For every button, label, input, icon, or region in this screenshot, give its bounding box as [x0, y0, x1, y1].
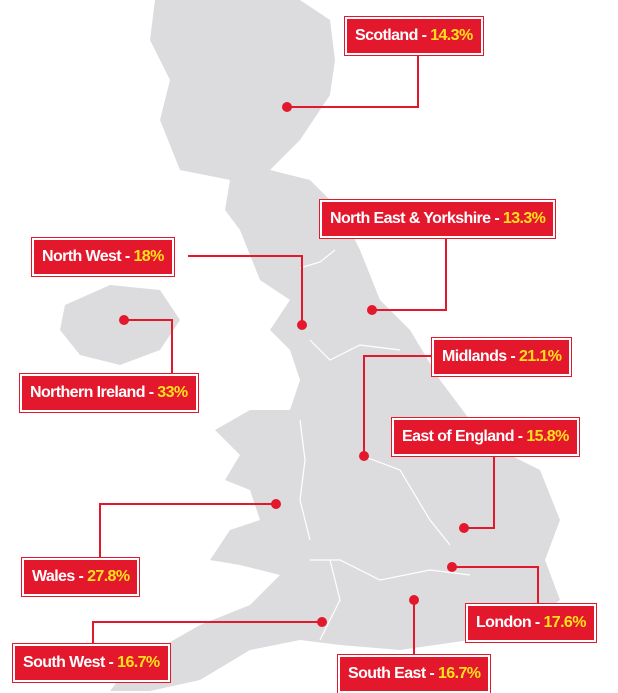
region-label: Midlands - 21.1% — [432, 338, 572, 376]
region-value: 13.3% — [502, 210, 546, 227]
region-label: Wales - 27.8% — [22, 558, 140, 596]
region-value: 27.8% — [87, 568, 130, 585]
region-label: Northern Ireland - 33% — [20, 374, 198, 412]
region-label: North East & Yorkshire - 13.3% — [320, 200, 556, 238]
region-name: North West - — [42, 248, 130, 265]
region-name: Wales - — [32, 568, 84, 585]
leader-lines — [92, 55, 539, 657]
region-name: North East & Yorkshire - — [330, 210, 500, 227]
region-name: South West - — [23, 654, 114, 671]
region-dot — [367, 305, 377, 315]
region-label: East of England - 15.8% — [392, 418, 579, 456]
region-dot — [317, 617, 327, 627]
region-name: East of England - — [402, 428, 523, 445]
region-dot — [447, 562, 457, 572]
great-britain — [110, 0, 560, 691]
region-value: 21.1% — [518, 348, 562, 365]
region-dot — [409, 595, 419, 605]
region-value: 18% — [133, 248, 164, 265]
region-label: South East - 16.7% — [338, 655, 491, 693]
leader-line — [124, 319, 173, 374]
leader-line — [464, 457, 495, 529]
region-name: Northern Ireland - — [30, 384, 154, 401]
leader-line — [372, 238, 447, 311]
northern-ireland — [60, 285, 180, 365]
region-label: Scotland - 14.3% — [345, 17, 483, 55]
region-name: South East - — [348, 665, 435, 682]
leader-line — [92, 621, 322, 644]
region-name: London - — [476, 614, 540, 631]
region-dot — [119, 315, 129, 325]
region-value: 16.7% — [117, 654, 160, 671]
leader-line — [287, 55, 419, 108]
region-dot — [459, 523, 469, 533]
leader-line — [99, 503, 276, 558]
region-dot — [282, 102, 292, 112]
region-label: London - 17.6% — [466, 604, 596, 642]
region-label: South West - 16.7% — [13, 644, 170, 682]
region-borders — [299, 249, 471, 641]
region-value: 14.3% — [430, 27, 473, 44]
region-value: 33% — [157, 384, 188, 401]
region-value: 17.6% — [543, 614, 586, 631]
region-value: 15.8% — [526, 428, 569, 445]
region-value: 16.7% — [438, 665, 481, 682]
leader-line — [188, 255, 303, 325]
region-dot — [297, 320, 307, 330]
region-dot — [271, 499, 281, 509]
leader-line — [452, 566, 539, 604]
region-label: North West - 18% — [32, 238, 174, 276]
region-dot — [359, 451, 369, 461]
region-name: Scotland - — [355, 27, 427, 44]
leader-line — [363, 355, 432, 456]
region-name: Midlands - — [442, 348, 516, 365]
